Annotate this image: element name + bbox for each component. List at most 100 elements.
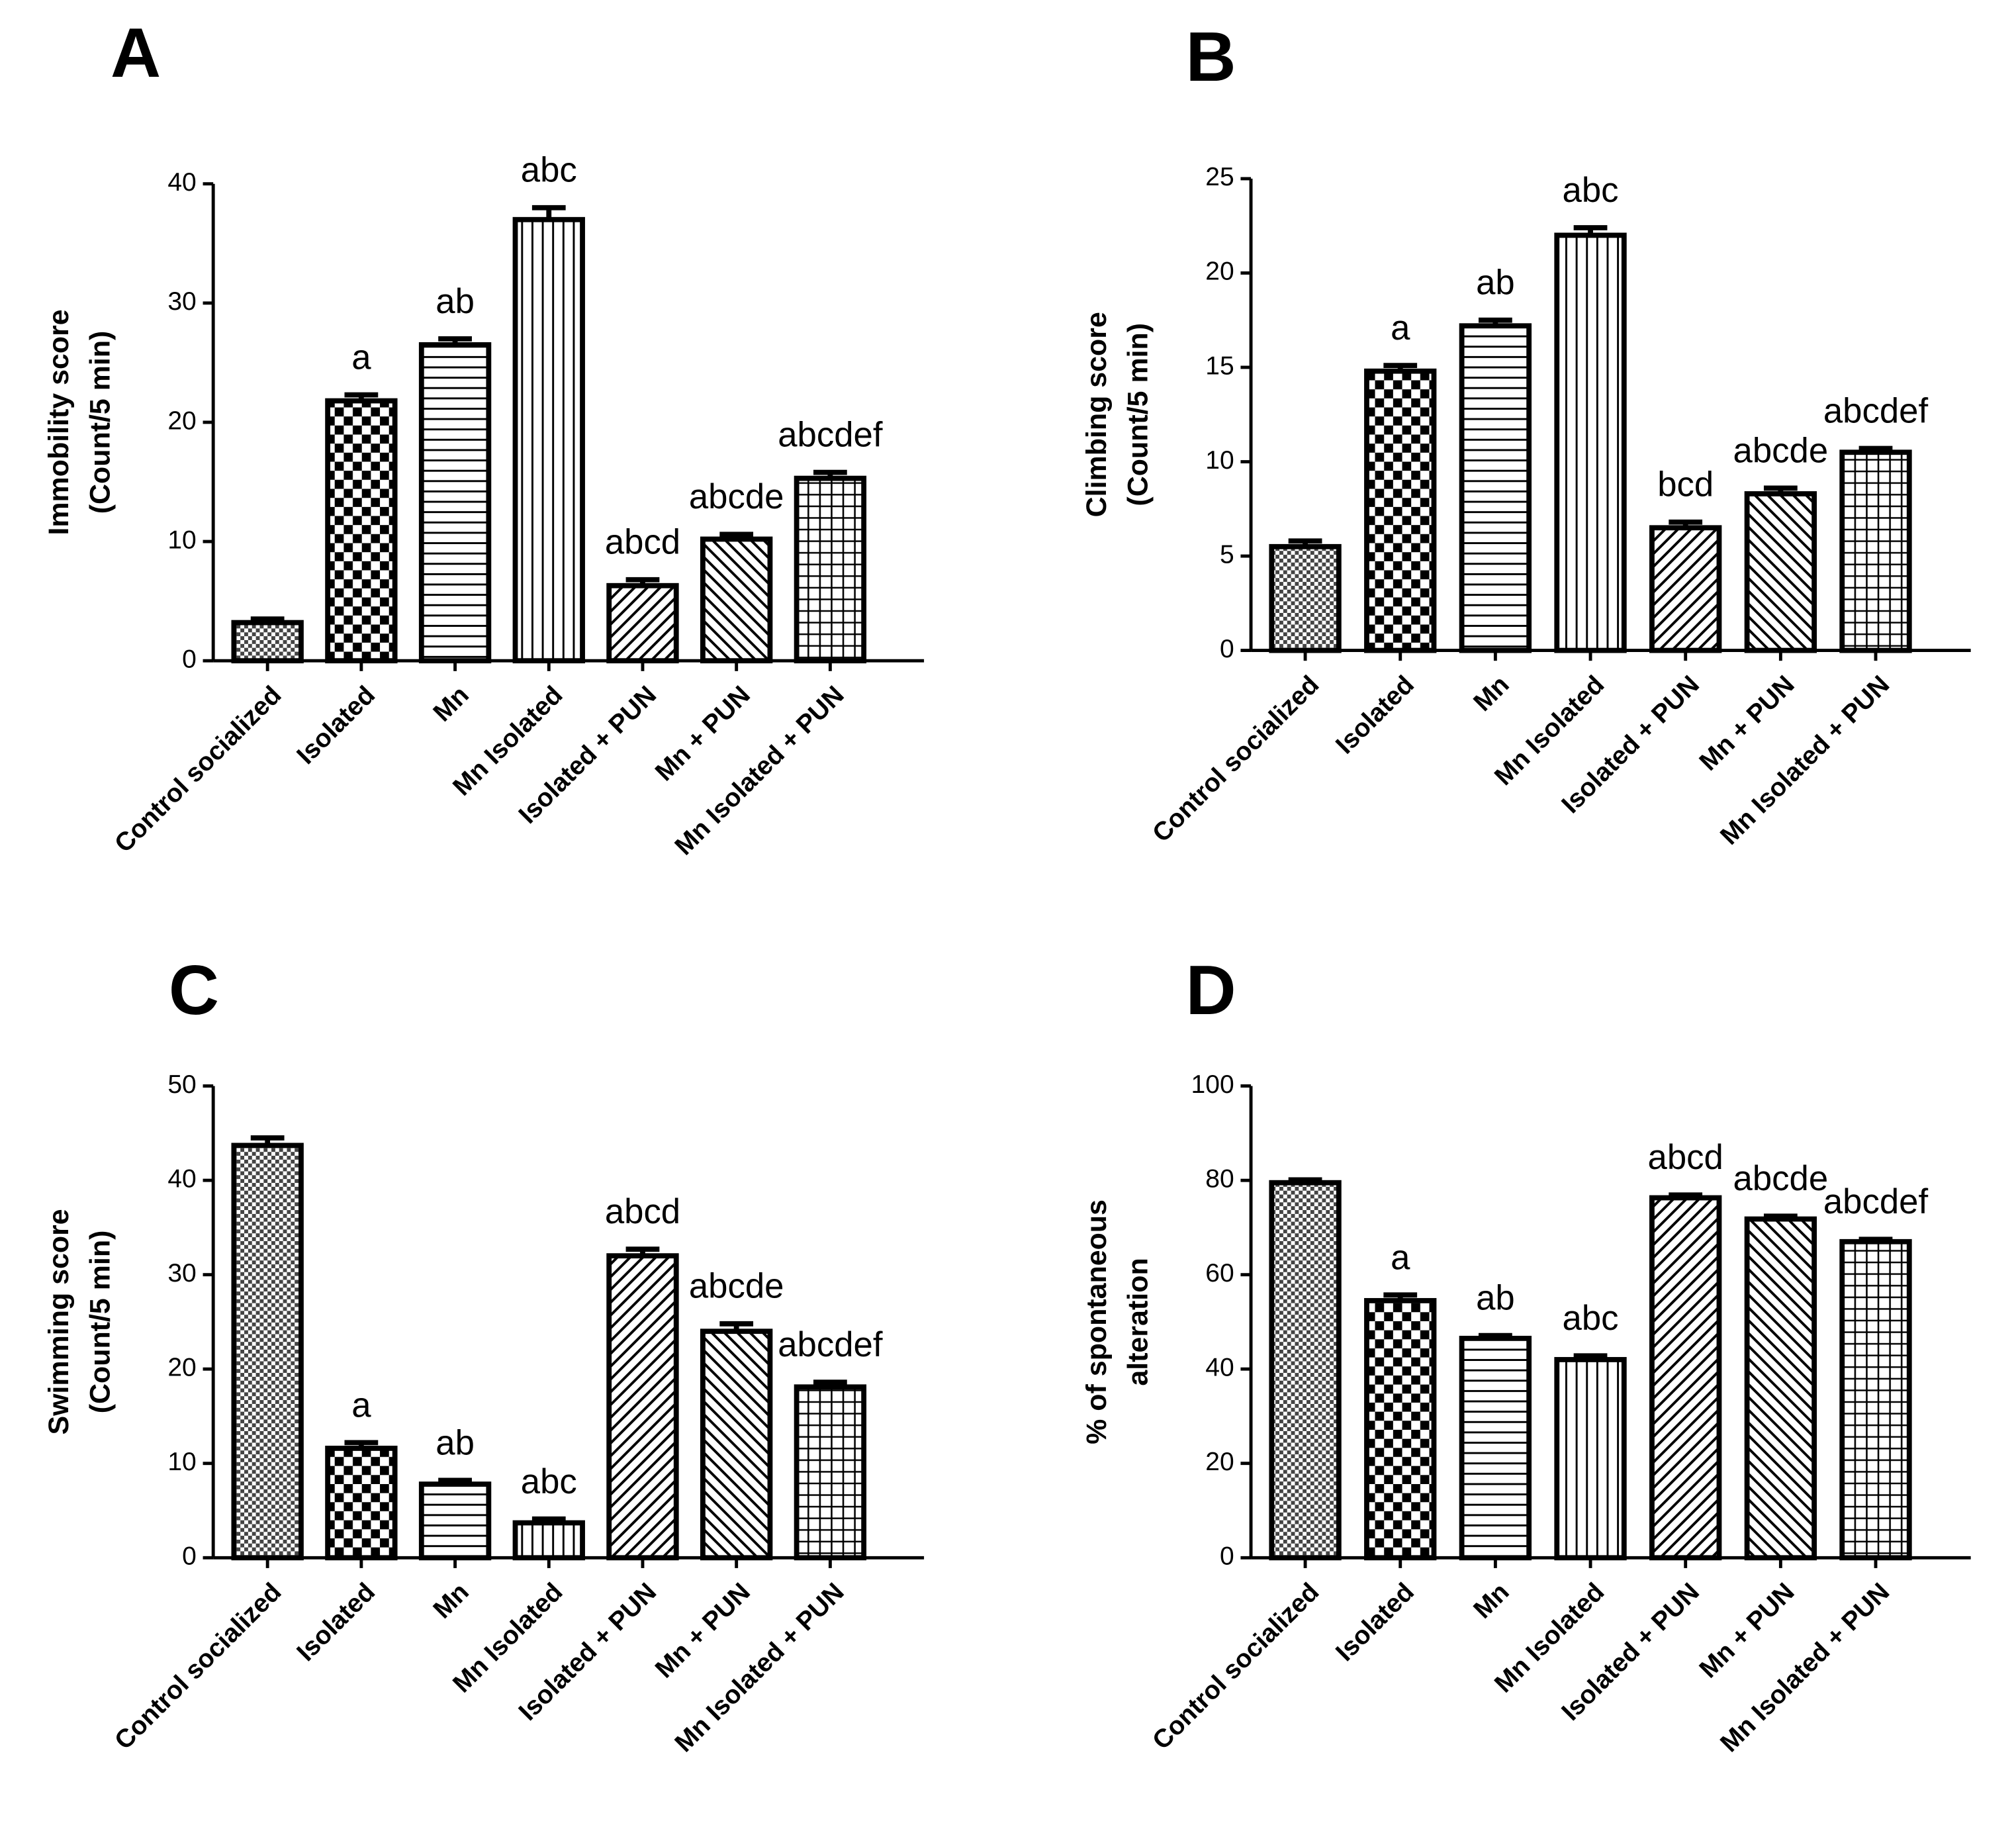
error-bar — [813, 1379, 847, 1387]
error-bar — [438, 1477, 472, 1485]
y-axis-label: (Count/5 min) — [1123, 323, 1154, 506]
error-bar — [531, 1516, 566, 1523]
bar — [1839, 1239, 1912, 1561]
x-tick-label: Mn — [428, 1577, 475, 1624]
y-tick-label: 40 — [167, 168, 196, 197]
bar — [700, 1329, 773, 1561]
bar — [606, 583, 679, 664]
significance-label: a — [1391, 308, 1410, 348]
y-tick-label: 50 — [167, 1070, 196, 1099]
bar — [1649, 525, 1722, 653]
bar — [512, 216, 585, 664]
x-tick-label: Mn — [428, 680, 475, 727]
error-bar — [1288, 1177, 1322, 1183]
y-axis-label: Climbing score — [1081, 312, 1113, 517]
bar — [1839, 449, 1912, 653]
y-axis-label: (Count/5 min) — [85, 1231, 116, 1414]
y-tick-label: 20 — [1205, 257, 1234, 286]
x-tick-label: Isolated — [291, 1577, 381, 1667]
significance-label: abcd — [605, 523, 680, 562]
x-tick-label: Control socialized — [109, 1577, 287, 1755]
significance-label: abcd — [1648, 1138, 1723, 1177]
error-bar — [1383, 363, 1418, 371]
significance-label: bcd — [1657, 465, 1714, 504]
error-bar — [1573, 1353, 1608, 1360]
error-bar — [1288, 538, 1322, 547]
panel-letter: A — [111, 15, 161, 92]
error-bar — [625, 1246, 660, 1256]
panel-letter: B — [1185, 19, 1236, 96]
error-bar — [1763, 1213, 1798, 1219]
significance-label: ab — [1476, 263, 1515, 303]
significance-label: a — [351, 338, 371, 377]
significance-label: ab — [435, 282, 475, 321]
x-tick-label: Mn — [1468, 1577, 1514, 1624]
error-bar — [1858, 445, 1893, 453]
significance-label: abcdef — [1823, 392, 1929, 431]
y-tick-label: 20 — [167, 1354, 196, 1382]
significance-label: abc — [1563, 1299, 1619, 1338]
y-tick-label: 30 — [167, 1259, 196, 1287]
bar — [1554, 232, 1627, 653]
error-bar — [1383, 1292, 1418, 1301]
significance-label: abc — [521, 1462, 577, 1501]
significance-label: abcde — [1733, 1159, 1829, 1198]
significance-label: abcdef — [1823, 1182, 1929, 1221]
error-bar — [1763, 485, 1798, 494]
y-tick-label: 0 — [1220, 635, 1234, 663]
error-bar — [719, 1321, 754, 1332]
bar — [231, 620, 304, 664]
x-tick-label: Mn Isolated + PUN — [1715, 671, 1895, 851]
error-bar — [250, 616, 285, 623]
y-tick-label: 40 — [1205, 1354, 1234, 1382]
y-tick-label: 60 — [1205, 1259, 1234, 1287]
y-axis-label: Swimming score — [43, 1209, 75, 1434]
y-tick-label: 20 — [1205, 1448, 1234, 1476]
error-bar — [1669, 519, 1703, 528]
bar — [606, 1253, 679, 1561]
bar — [1744, 1216, 1817, 1561]
y-tick-label: 0 — [182, 645, 197, 674]
bar — [1459, 1335, 1532, 1561]
y-axis-label: (Count/5 min) — [85, 331, 116, 514]
y-tick-label: 10 — [167, 526, 196, 554]
y-tick-label: 0 — [1220, 1542, 1234, 1571]
y-axis-label: % of spontaneous — [1081, 1199, 1113, 1444]
y-tick-label: 10 — [1205, 446, 1234, 475]
x-tick-label: Isolated — [291, 680, 381, 770]
bar — [325, 1446, 398, 1561]
error-bar — [1573, 225, 1608, 236]
significance-label: abc — [521, 151, 577, 190]
significance-label: ab — [1476, 1279, 1515, 1318]
significance-label: abcde — [689, 1267, 784, 1306]
bar — [1744, 491, 1817, 653]
y-tick-label: 100 — [1191, 1070, 1234, 1099]
bar — [1364, 1297, 1437, 1561]
significance-label: abcde — [689, 477, 784, 516]
panel-letter: C — [169, 952, 219, 1029]
significance-label: a — [1391, 1238, 1410, 1277]
error-bar — [250, 1135, 285, 1146]
error-bar — [531, 205, 566, 220]
significance-label: abcd — [605, 1192, 680, 1231]
error-bar — [438, 336, 472, 345]
significance-label: ab — [435, 1423, 475, 1462]
bar — [700, 536, 773, 664]
significance-label: a — [351, 1385, 371, 1425]
x-tick-label: Isolated — [1330, 671, 1420, 760]
error-bar — [719, 532, 754, 539]
bar — [1364, 368, 1437, 653]
error-bar — [1669, 1192, 1703, 1198]
bar — [512, 1520, 585, 1561]
bar — [418, 342, 492, 664]
bar — [1459, 323, 1532, 653]
x-tick-label: Mn Isolated + PUN — [1715, 1577, 1895, 1757]
y-tick-label: 40 — [167, 1164, 196, 1193]
error-bar — [1479, 1332, 1512, 1338]
y-tick-label: 30 — [167, 287, 196, 316]
significance-label: abcdef — [778, 1325, 883, 1364]
y-axis-label: Immobility score — [43, 309, 75, 535]
y-tick-label: 15 — [1205, 351, 1234, 380]
